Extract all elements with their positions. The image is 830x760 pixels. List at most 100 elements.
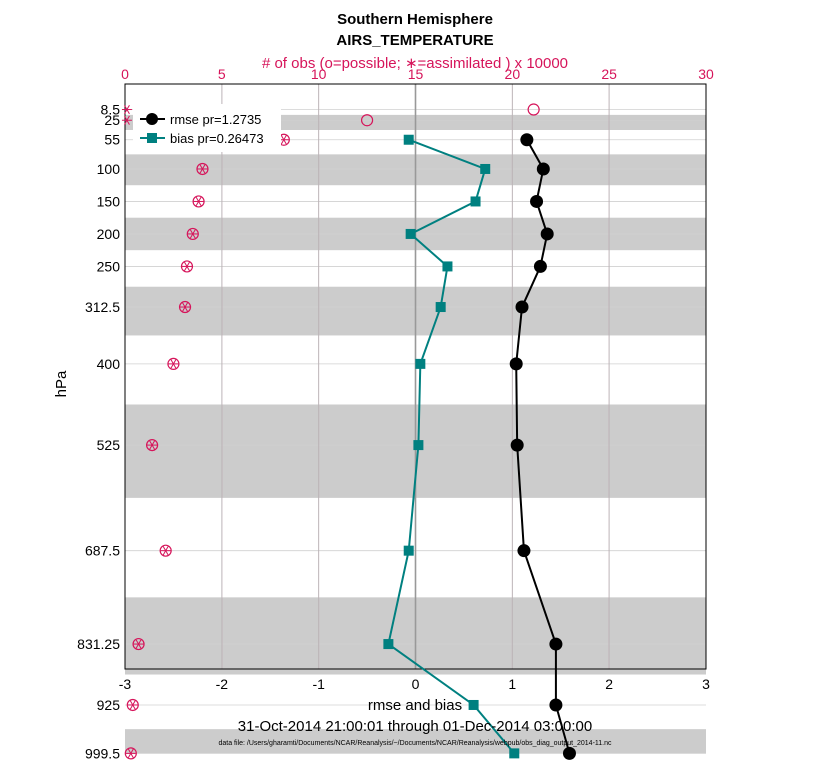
- obs-assimilated-marker: [121, 115, 132, 125]
- top-tick-label: 30: [698, 66, 714, 82]
- top-tick-label: 10: [311, 66, 327, 82]
- obs-possible-marker: [146, 438, 159, 452]
- top-tick-label: 0: [121, 66, 129, 82]
- obs-assimilated-marker: [125, 748, 136, 758]
- asterisk-stroke: [280, 135, 287, 145]
- obs-assimilated-marker: [147, 440, 158, 450]
- y-tick-label: 831.25: [77, 636, 120, 652]
- obs-possible-marker: [132, 637, 145, 651]
- legend-box: [133, 104, 281, 152]
- y-tick-label: 400: [97, 356, 121, 372]
- bias-point: [470, 196, 481, 207]
- legend-bias-marker: [147, 133, 157, 143]
- obs-possible-marker: [360, 114, 374, 127]
- x-tick-label: 3: [702, 676, 710, 692]
- legend: rmse pr=1.2735 bias pr=0.26473: [133, 104, 281, 152]
- y-tick-label: 687.5: [85, 543, 120, 559]
- obs-assimilated-marker: [121, 104, 132, 115]
- asterisk-stroke: [149, 440, 156, 450]
- rmse-point: [536, 162, 550, 176]
- footnote: data file: /Users/gharamti/Documents/NCA…: [218, 740, 612, 747]
- bias-point: [468, 699, 479, 710]
- asterisk-stroke: [135, 639, 142, 649]
- top-tick-label: 15: [408, 66, 424, 82]
- chart-subtitle: AIRS_TEMPERATURE: [336, 32, 493, 49]
- obs-markers: [121, 103, 540, 760]
- obs-possible-marker: [186, 227, 199, 241]
- bias-line: [387, 138, 516, 755]
- rmse-point: [540, 227, 554, 241]
- x-tick-label: -1: [312, 676, 325, 692]
- obs-possible-marker: [196, 162, 209, 176]
- asterisk-stroke: [129, 700, 136, 710]
- bias-point: [435, 302, 446, 313]
- asterisk-stroke: [199, 164, 206, 174]
- plot-frame: [124, 83, 707, 670]
- y-tick-label: 312.5: [85, 299, 120, 315]
- obs-assimilated-marker: [127, 700, 138, 710]
- x-tick-label: 1: [508, 676, 516, 692]
- asterisk-stroke: [184, 261, 190, 272]
- obs-possible-marker: [527, 103, 540, 116]
- bias-point: [383, 639, 394, 650]
- asterisk-stroke: [124, 115, 130, 125]
- bias-point: [480, 163, 491, 174]
- y-tick-label: 925: [97, 697, 121, 713]
- obs-possible-marker: [124, 747, 137, 760]
- obs-assimilated-marker: [197, 164, 208, 174]
- y-tick-label: 25: [104, 112, 120, 128]
- y-tick-label: 525: [97, 437, 121, 453]
- legend-rmse-label: rmse pr=1.2735: [170, 112, 261, 127]
- x-tick-label: -3: [119, 676, 132, 692]
- obs-assimilated-marker: [160, 546, 171, 556]
- asterisk-stroke: [182, 302, 188, 312]
- rmse-point: [509, 357, 523, 371]
- x-tick-label: 0: [412, 676, 420, 692]
- obs-assimilated-marker: [181, 261, 192, 272]
- y-tick-label: 8.5: [101, 102, 121, 118]
- asterisk-stroke: [127, 748, 134, 758]
- x-tick-label: 2: [605, 676, 613, 692]
- rmse-point: [562, 746, 576, 760]
- date-range: 31-Oct-2014 21:00:01 through 01-Dec-2014…: [238, 718, 592, 735]
- obs-assimilated-marker: [133, 639, 144, 649]
- y-tick-label: 200: [97, 226, 121, 242]
- obs-possible-marker: [126, 698, 139, 712]
- x-tick-label: -2: [216, 676, 229, 692]
- asterisk-stroke: [162, 546, 169, 556]
- rmse-point: [530, 194, 544, 208]
- y-tick-label: 999.5: [85, 745, 120, 760]
- rmse-point: [515, 300, 529, 314]
- bias-point: [509, 748, 520, 759]
- top-axis-label: # of obs (o=possible; ∗=assimilated ) x …: [262, 55, 568, 72]
- obs-possible-marker: [178, 300, 192, 314]
- bias-point: [413, 440, 424, 451]
- bias-point: [403, 134, 414, 145]
- obs-possible-marker: [167, 357, 180, 370]
- asterisk-stroke: [170, 359, 177, 369]
- y-tick-label: 150: [97, 193, 121, 209]
- layer-band: [125, 729, 706, 754]
- obs-assimilated-marker: [193, 196, 204, 207]
- top-tick-label: 5: [218, 66, 226, 82]
- obs-assimilated-marker: [180, 302, 191, 312]
- top-tick-label: 20: [505, 66, 521, 82]
- obs-possible-marker: [180, 260, 194, 273]
- x-axis-label: rmse and bias: [368, 697, 462, 714]
- obs-assimilated-marker: [168, 359, 179, 369]
- legend-bias-label: bias pr=0.26473: [170, 131, 264, 146]
- bias-point: [415, 358, 426, 369]
- top-tick-label: 25: [601, 66, 617, 82]
- y-tick-label: 100: [97, 161, 121, 177]
- bias-point: [403, 545, 414, 556]
- rmse-point: [520, 133, 534, 147]
- rmse-point: [510, 438, 524, 452]
- series-lines: [383, 133, 576, 760]
- y-tick-label: 250: [97, 258, 121, 274]
- rmse-point: [533, 259, 547, 273]
- axis-ticks: 0 5 10 15 20 25 30-3 -2 -1 0 1 2 38.5255510015020025…: [77, 66, 714, 760]
- legend-rmse-marker: [146, 113, 158, 125]
- bias-point: [405, 228, 416, 239]
- chart-title: Southern Hemisphere: [337, 11, 493, 28]
